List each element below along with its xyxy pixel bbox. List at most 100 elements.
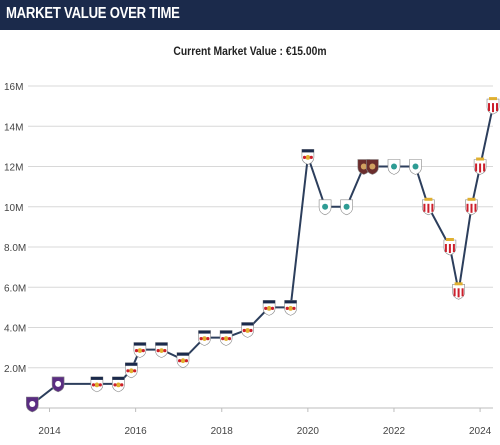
purple-crest-marker (51, 376, 65, 393)
market-value-line (31, 105, 494, 405)
badge-bull (134, 349, 139, 353)
badge-emblem (343, 203, 350, 210)
redbull-crest-marker (125, 362, 138, 379)
x-tick-label: 2016 (125, 426, 148, 437)
grid-lines (28, 85, 493, 409)
badge-crown (424, 197, 433, 201)
redbull-crest-marker (90, 376, 104, 393)
badge-bull (285, 306, 289, 310)
badge-bull (120, 383, 124, 387)
x-tick-label: 2014 (38, 426, 61, 437)
badge-sun (223, 336, 229, 341)
badge-sun (116, 382, 121, 388)
badge-emblem (55, 380, 62, 387)
badge-crown (489, 97, 497, 101)
badge-bull (270, 306, 275, 310)
badge-bull (141, 349, 145, 353)
badge-stripe (488, 103, 490, 112)
badge-sun (202, 336, 207, 341)
badge-emblem (412, 163, 419, 170)
badge-bull (206, 337, 210, 341)
badge-stripe (461, 288, 464, 297)
y-tick-label: 16M (4, 82, 23, 93)
redbull-crest-marker (176, 352, 190, 369)
badge-crown (445, 238, 454, 241)
redbull-crest-marker (241, 322, 254, 338)
purple-crest-marker (25, 396, 39, 413)
series-line (31, 105, 494, 405)
badge-bull (178, 359, 182, 363)
badge-stripe (496, 103, 498, 112)
redbull-crest-marker (112, 376, 125, 393)
badge-crown (454, 282, 463, 286)
badge-stripe (475, 163, 478, 172)
badge-top (177, 352, 189, 356)
badge-crown (476, 157, 485, 161)
badge-stripe (427, 203, 430, 213)
y-tick-label: 10M (4, 203, 23, 214)
badge-stripe (457, 288, 460, 298)
monaco-crest-marker (422, 197, 435, 216)
redbull-crest-marker (284, 300, 297, 316)
badge-sun (305, 155, 311, 160)
data-points (25, 97, 500, 413)
badge-emblem (322, 203, 329, 210)
redbull-crest-marker (198, 330, 211, 346)
brown-crest-marker (366, 159, 379, 175)
badge-top (112, 376, 125, 380)
y-tick-label: 14M (4, 122, 23, 133)
y-tick-label: 2.0M (4, 364, 26, 375)
badge-bull (221, 337, 225, 341)
section-header: MARKET VALUE OVER TIME (0, 0, 500, 30)
badge-bull (113, 383, 117, 387)
market-value-chart: 2.0M 4.0M 6.0M 8.0M 10M 12M 14M 16M 2014 2016 201… (0, 70, 500, 440)
monaco-crest-marker (465, 197, 478, 216)
badge-top (90, 376, 103, 380)
badge-stripe (423, 203, 426, 212)
badge-top (125, 362, 138, 366)
redbull-crest-marker (133, 342, 147, 358)
badge-sun (245, 328, 250, 333)
badge-emblem (369, 163, 376, 170)
x-tick-label: 2024 (469, 426, 492, 437)
badge-stripe (448, 244, 451, 253)
badge-sun (266, 306, 272, 311)
badge-bull (309, 155, 313, 159)
badge-top (220, 330, 233, 334)
badge-bull (163, 349, 167, 353)
redbull-crest-marker (219, 330, 233, 346)
y-tick-label: 12M (4, 163, 23, 174)
badge-bull (264, 306, 268, 310)
badge-stripe (431, 203, 434, 212)
badge-stripe (470, 203, 473, 213)
y-tick-label: 6.0M (4, 283, 26, 294)
section-title: MARKET VALUE OVER TIME (6, 5, 180, 22)
badge-sun (137, 348, 143, 353)
x-axis: 2014 2016 2018 2020 2022 2024 (38, 408, 492, 437)
monaco-crest-marker (452, 282, 465, 300)
liverbird-crest-marker (387, 159, 401, 175)
badge-top (263, 300, 276, 304)
badge-bull (184, 359, 188, 363)
badge-bull (98, 383, 102, 387)
liverbird-crest-marker (318, 199, 332, 216)
badge-bull (302, 155, 307, 159)
badge-top (198, 330, 211, 334)
badge-stripe (479, 163, 482, 173)
badge-bull (156, 349, 160, 353)
x-tick-label: 2022 (383, 426, 406, 437)
y-tick-label: 4.0M (4, 324, 26, 335)
badge-sun (159, 348, 164, 353)
badge-sun (94, 382, 100, 388)
badge-top (301, 149, 314, 153)
monaco-crest-marker (486, 97, 500, 115)
badge-top (284, 300, 297, 304)
badge-top (133, 342, 146, 346)
badge-bull (91, 383, 96, 387)
badge-stripe (474, 203, 477, 212)
badge-emblem (360, 163, 367, 170)
badge-bull (249, 328, 253, 333)
badge-stripe (452, 244, 455, 252)
x-tick-label: 2018 (211, 426, 234, 437)
